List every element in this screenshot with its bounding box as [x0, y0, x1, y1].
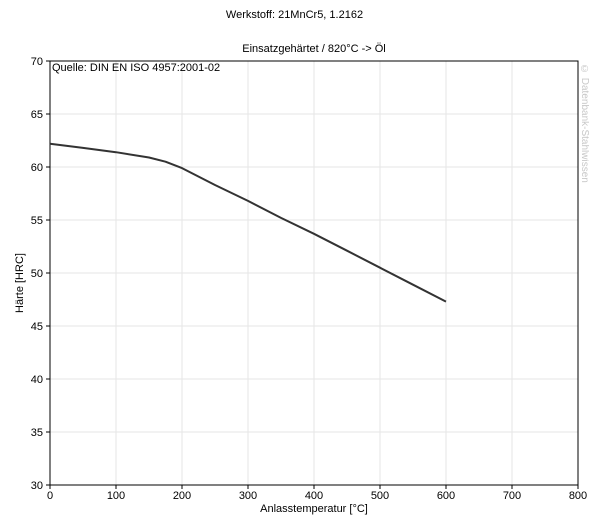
source-note: Quelle: DIN EN ISO 4957:2001-02: [52, 62, 221, 74]
y-tick-label: 30: [31, 480, 43, 492]
chart-subtitle: Einsatzgehärtet / 820°C -> Öl: [242, 43, 386, 55]
y-tick-label: 70: [31, 56, 43, 68]
series-group: [49, 142, 447, 303]
x-tick-label: 500: [371, 490, 389, 502]
y-tick-label: 50: [31, 268, 43, 280]
watermark-text: © Datenbank-Stahlwissen: [579, 64, 589, 183]
x-tick-label: 300: [239, 490, 257, 502]
y-tick-label: 55: [31, 215, 43, 227]
y-axis-label: Härte [HRC]: [14, 253, 26, 313]
x-tick-label: 800: [569, 490, 587, 502]
y-tick-label: 35: [31, 427, 43, 439]
x-tick-label: 700: [503, 490, 521, 502]
x-tick-label: 0: [47, 490, 53, 502]
x-axis-label: Anlasstemperatur [°C]: [260, 503, 368, 515]
y-tick-label: 40: [31, 374, 43, 386]
y-tick-label: 60: [31, 162, 43, 174]
chart-title: Werkstoff: 21MnCr5, 1.2162: [225, 9, 364, 21]
y-tick-label: 65: [31, 109, 43, 121]
x-tick-label: 400: [305, 490, 323, 502]
grid-lines: [50, 61, 578, 485]
x-tick-label: 100: [107, 490, 125, 502]
x-tick-label: 600: [437, 490, 455, 502]
y-tick-label: 45: [31, 321, 43, 333]
x-tick-label: 200: [173, 490, 191, 502]
axis-ticks: 0 100 200 300 400 500 600 700 800 30 35 40 45 50 55 60 6…: [31, 56, 587, 502]
series-line: [49, 142, 447, 303]
